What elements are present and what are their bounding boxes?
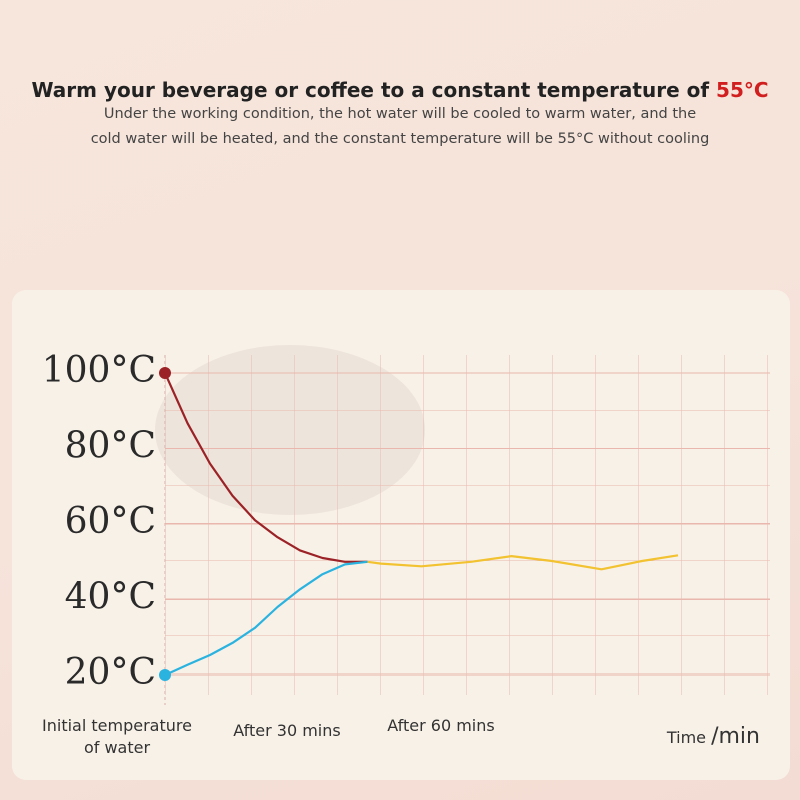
y-tick-label: 80°C xyxy=(65,426,156,467)
x-tick-label: Initial temperature of water xyxy=(42,716,192,757)
start-point xyxy=(159,669,171,681)
y-tick-label: 20°C xyxy=(65,652,156,693)
x-axis-label: Time /min xyxy=(600,726,760,749)
start-point xyxy=(159,367,171,379)
subtitle: Under the working condition, the hot wat… xyxy=(103,106,697,122)
series-line xyxy=(164,560,368,677)
subtitle: cold water will be heated, and the const… xyxy=(90,131,710,147)
y-tick-label: 100°C xyxy=(42,350,156,391)
y-tick-label: 40°C xyxy=(65,577,156,618)
x-tick-label: After 60 mins xyxy=(387,716,495,735)
x-unit: /min xyxy=(711,724,760,749)
y-tick-label: 60°C xyxy=(65,501,156,542)
title-text: Warm your beverage or coffee to a consta… xyxy=(31,78,710,102)
title: Warm your beverage or coffee to a consta… xyxy=(0,78,800,102)
title-highlight: 55°C xyxy=(716,78,769,102)
series-line xyxy=(163,372,368,563)
x-label: Time xyxy=(666,728,706,747)
x-tick-label: After 30 mins xyxy=(233,721,341,740)
grid-pattern xyxy=(165,355,770,695)
series-line xyxy=(367,554,679,571)
